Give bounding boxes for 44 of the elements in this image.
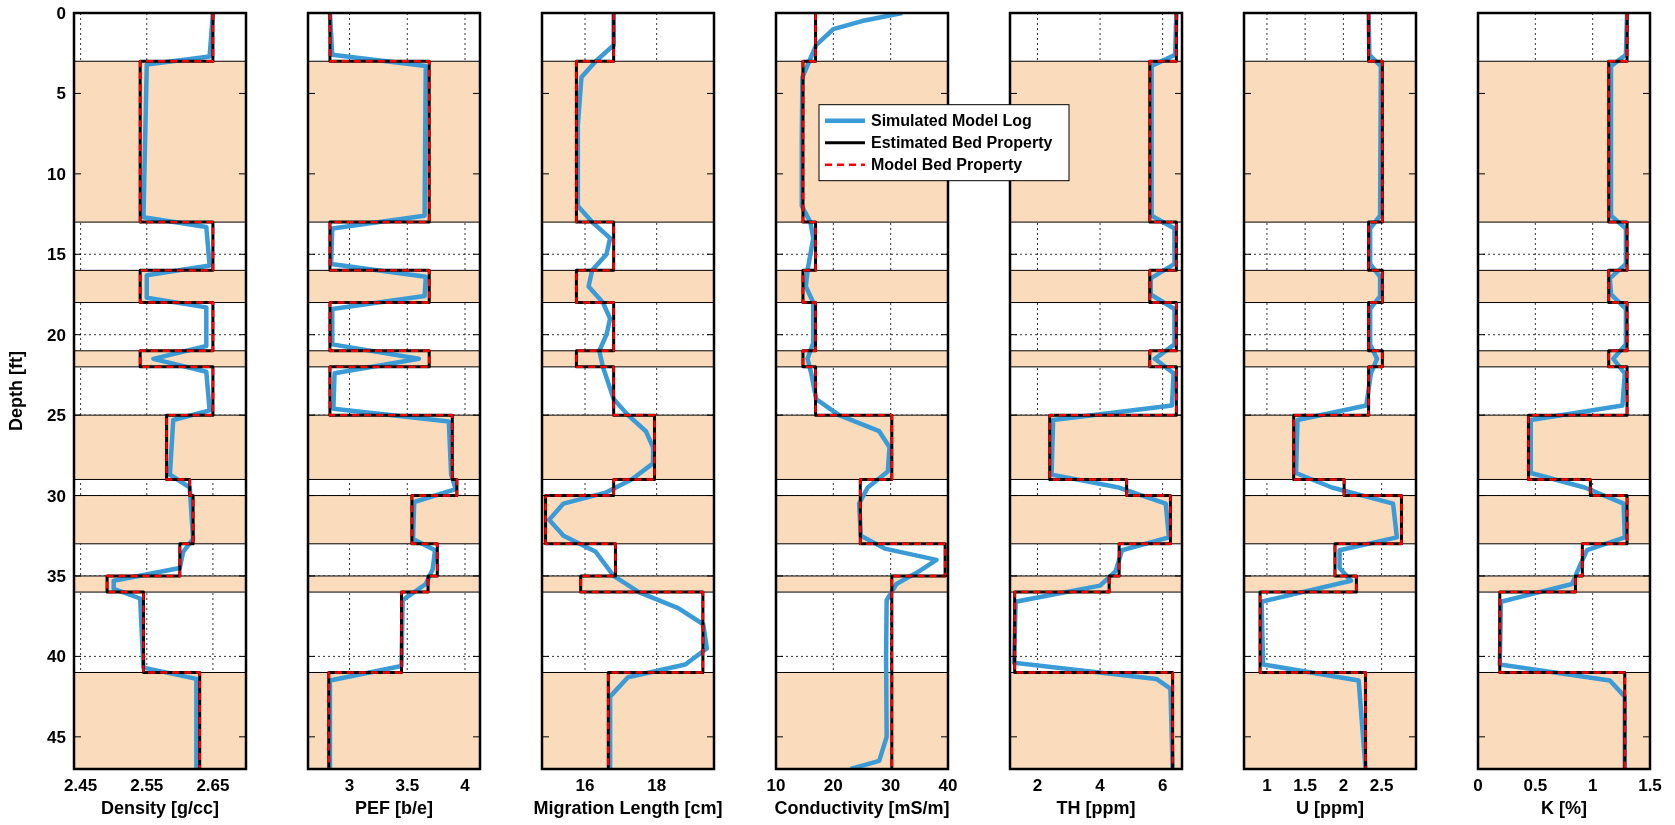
x-tick-label: 2.55: [130, 776, 164, 795]
x-tick-label: 16: [575, 776, 595, 795]
x-axis-title: Conductivity [mS/m]: [774, 798, 950, 818]
x-tick-label: 3.5: [395, 776, 420, 795]
y-tick-label: 45: [47, 727, 66, 747]
x-tick-label: 3: [344, 776, 355, 795]
x-tick-label: 2.5: [1369, 776, 1394, 795]
x-tick-label: 2: [1032, 776, 1043, 795]
x-tick-label: 2.45: [64, 776, 98, 795]
y-tick-label: 35: [47, 566, 66, 586]
y-tick-label: 20: [47, 325, 66, 345]
y-tick-label: 15: [47, 245, 66, 265]
x-tick-label: 2: [1338, 776, 1349, 795]
x-axis-title: Density [g/cc]: [100, 798, 220, 818]
x-axis-title: PEF [b/e]: [354, 798, 434, 818]
x-tick-label: 1: [1262, 776, 1272, 795]
x-tick-label: 10: [766, 776, 786, 795]
y-tick-label: 25: [47, 406, 66, 426]
x-tick-label: 0.5: [1523, 776, 1548, 795]
x-tick-label: 6: [1157, 776, 1168, 795]
y-tick-label: 10: [47, 164, 66, 184]
x-axis-title: U [ppm]: [1296, 798, 1364, 818]
x-tick-label: 18: [647, 776, 667, 795]
x-tick-label: 1.5: [1293, 776, 1317, 795]
x-tick-label: 40: [938, 776, 958, 795]
x-tick-label: 4: [460, 776, 471, 795]
y-axis-title: Depth [ft]: [6, 351, 26, 431]
y-tick-label: 40: [47, 647, 66, 667]
x-tick-label: 1: [1587, 776, 1598, 795]
legend-label: Estimated Bed Property: [871, 134, 1053, 152]
x-tick-label: 30: [881, 776, 901, 795]
legend-label: Model Bed Property: [871, 156, 1023, 174]
x-tick-label: 0: [1473, 776, 1483, 795]
x-tick-label: 1.5: [1638, 776, 1662, 795]
y-tick-label: 5: [56, 84, 66, 104]
legend-label: Simulated Model Log: [871, 112, 1032, 130]
x-axis-title: TH [ppm]: [1056, 798, 1136, 818]
x-tick-label: 20: [823, 776, 843, 795]
x-axis-title: K [%]: [1541, 798, 1587, 818]
x-tick-label: 4: [1095, 776, 1106, 795]
x-tick-label: 2.65: [196, 776, 230, 795]
y-tick-label: 30: [47, 486, 66, 506]
x-axis-title: Migration Length [cm]: [533, 798, 723, 818]
y-tick-label: 0: [56, 3, 66, 23]
